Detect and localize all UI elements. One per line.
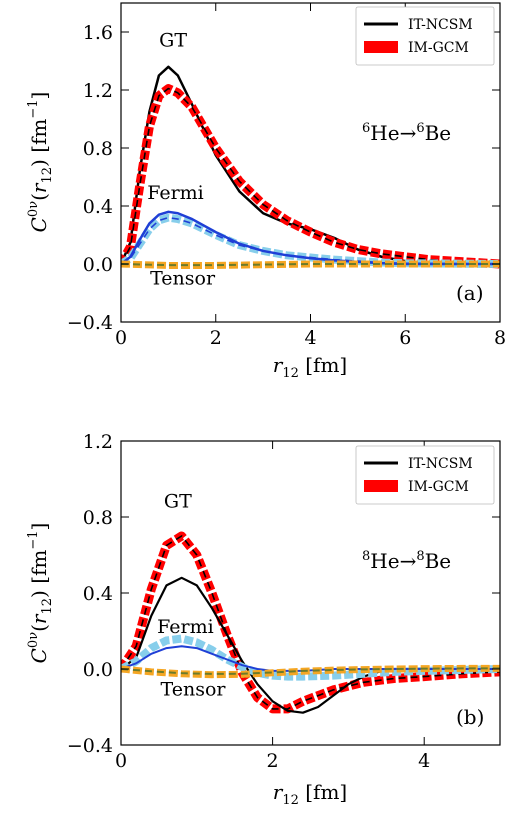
panel-a-xlabel: r12 [fm] [273, 353, 347, 381]
panel-b-annotation-fermi: Fermi [157, 616, 214, 638]
panel-a-ylabel-paren-open: ( [27, 193, 51, 201]
panel-b-ylabel-unit-open: [fm [27, 550, 51, 591]
panel-a-ylabel-r: r [27, 182, 51, 193]
panel-b-ylabel-sup: 0ν [26, 632, 41, 648]
panel-b-series-tensor-it-ncsm [121, 667, 500, 675]
panel-b-legend-label-imgcm: IM-GCM [408, 479, 469, 495]
panel-a-series-gt-im-gcm-dashed [121, 87, 500, 265]
panel-b-ylabel-base: C [27, 648, 51, 663]
panel-b-legend-band-imgcm [364, 480, 398, 492]
panel-a-xlabel-unit: [fm] [299, 353, 347, 377]
panel-b-ylabel-paren-open: ( [27, 624, 51, 632]
panel-a-xtick-label: 2 [210, 327, 222, 349]
panel-a-ylabel-unit-close: ] [27, 92, 51, 100]
panel-b-xlabel-unit: [fm] [299, 780, 347, 804]
panel-b-ticks: 0 2 4 −0.4 0.0 0.4 0.8 1.2 [67, 431, 500, 772]
panel-b-reaction-pre1: 8 [362, 549, 370, 564]
panel-b-ylabel-paren-close: ) [27, 590, 51, 598]
panel-b-xtick-label: 2 [267, 750, 279, 772]
panel-a-ytick-label: 1.6 [83, 22, 113, 44]
panel-a-legend-label-itncsm: IT-NCSM [408, 17, 473, 33]
panel-b-reaction-arrow: → [400, 549, 417, 573]
panel-a-reaction-el2: Be [425, 121, 452, 145]
panel-b-legend: IT-NCSM IM-GCM [355, 445, 495, 505]
panel-b-ylabel-r: r [27, 613, 51, 624]
panel-b-ytick-label: 1.2 [83, 431, 113, 453]
panel-b-reaction-pre2: 8 [416, 549, 424, 564]
panel-b-reaction-el1: He [370, 549, 399, 573]
panel-b-xtick-label: 4 [418, 750, 430, 772]
panel-b-ytick-label: 0.0 [83, 659, 113, 681]
panel-b-reaction-el2: Be [425, 549, 452, 573]
panel-a-series [121, 65, 500, 269]
panel-a-reaction: 6He→6Be [362, 121, 451, 145]
panel-a-legend-box [355, 6, 495, 66]
panel-a-ytick-label: 1.2 [83, 80, 113, 102]
panel-a-annotation-tensor: Tensor [150, 267, 216, 289]
panel-b-series-gt-im-gcm-dashed [121, 535, 500, 710]
panel-a-reaction-el1: He [370, 121, 399, 145]
panel-b-annotation-tensor: Tensor [161, 679, 227, 701]
panel-a-ylabel-paren-close: ) [27, 159, 51, 167]
panel-b-series-fermi-it-ncsm [121, 645, 500, 672]
panel-a-reaction-pre2: 6 [416, 121, 424, 136]
panel-b-xlabel: r12 [fm] [273, 780, 347, 808]
panel-a-xtick-label: 6 [399, 327, 411, 349]
panel-a-ylabel-sup: 0ν [26, 201, 41, 217]
panel-b-xlabel-sub: 12 [282, 793, 299, 808]
panel-b-ylabel: C0ν(r12) [fm−1] [26, 523, 55, 664]
panel-a-xtick-label: 8 [494, 327, 506, 349]
panel-b-label: (b) [456, 705, 484, 729]
panel-a-legend: IT-NCSM IM-GCM [355, 6, 495, 66]
panel-a-label: (a) [456, 281, 484, 305]
panel-b-ytick-label: 0.4 [83, 583, 113, 605]
panel-a-xtick-label: 4 [304, 327, 316, 349]
panel-a-ylabel: C0ν(r12) [fm−1] [26, 92, 55, 233]
panel-a-series-tensor-it-ncsm [121, 263, 500, 267]
panel-b-annotation-gt: GT [164, 491, 192, 513]
panel-b: 0 2 4 −0.4 0.0 0.4 0.8 1.2 GT Fermi Tensor IT-NCS… [26, 431, 501, 808]
panel-b-annotations: GT Fermi Tensor [157, 491, 226, 701]
panel-a-legend-label-imgcm: IM-GCM [408, 40, 469, 56]
panel-a-series-gt-im-gcm [121, 84, 500, 269]
panel-a-reaction-arrow: → [400, 121, 417, 145]
panel-b-legend-label-itncsm: IT-NCSM [408, 456, 473, 472]
panel-b-ylabel-unit-close: ] [27, 523, 51, 531]
panel-a: 0 2 4 6 8 −0.4 0.0 0.4 0.8 1.2 1.6 GT Fermi Tensor I… [26, 2, 506, 381]
panel-b-xtick-label: 0 [115, 750, 127, 772]
panel-b-xlabel-base: r [273, 780, 284, 804]
panel-a-xlabel-base: r [273, 353, 284, 377]
panel-a-annotation-gt: GT [159, 30, 187, 52]
panel-b-legend-box [355, 445, 495, 505]
panel-a-annotation-fermi: Fermi [147, 182, 204, 204]
panel-a-ylabel-sub: 12 [40, 167, 55, 184]
panel-a-ytick-label: 0.0 [83, 254, 113, 276]
panel-b-series-fermi-im-gcm [121, 634, 500, 681]
panel-b-ylabel-unit-sup: −1 [26, 530, 41, 549]
panel-a-ytick-label: −0.4 [67, 312, 113, 334]
panel-b-reaction: 8He→8Be [362, 549, 451, 573]
panel-a-ylabel-unit-sup: −1 [26, 99, 41, 118]
panel-a-legend-band-imgcm [364, 41, 398, 53]
panel-a-annotations: GT Fermi Tensor [147, 30, 216, 290]
panel-a-ylabel-base: C [27, 217, 51, 232]
panel-b-ylabel-sub: 12 [40, 598, 55, 615]
panel-a-ytick-label: 0.4 [83, 196, 113, 218]
panel-a-ylabel-unit-open: [fm [27, 119, 51, 160]
panel-a-reaction-pre1: 6 [362, 121, 370, 136]
panel-a-ytick-label: 0.8 [83, 138, 113, 160]
panel-a-xlabel-sub: 12 [282, 366, 299, 381]
panel-a-ticks: 0 2 4 6 8 −0.4 0.0 0.4 0.8 1.2 1.6 [67, 3, 506, 349]
panel-b-ytick-label: −0.4 [67, 735, 113, 757]
panel-b-series [121, 531, 500, 714]
panel-a-xtick-label: 0 [115, 327, 127, 349]
panel-b-ytick-label: 0.8 [83, 507, 113, 529]
